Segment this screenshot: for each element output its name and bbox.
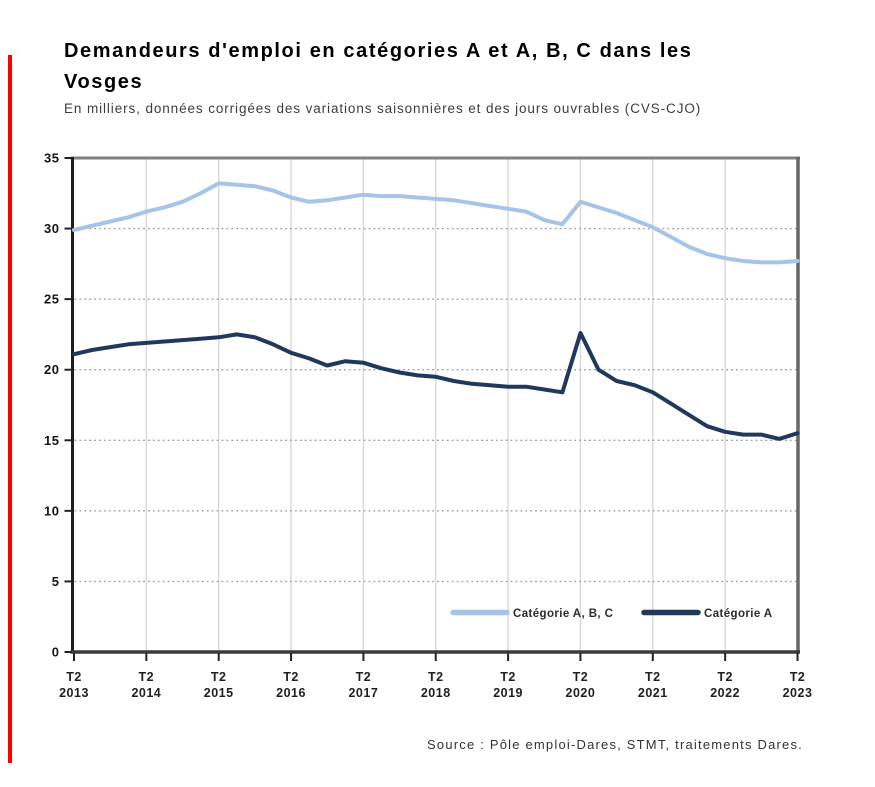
y-axis-label-35: 35 [44, 151, 59, 166]
x-axis-label-period-2020: T2 [573, 670, 589, 684]
x-axis-label-year-2017: 2017 [348, 686, 378, 700]
legend-label-categorie-abc: Catégorie A, B, C [513, 608, 613, 620]
x-axis-label-period-2015: T2 [211, 670, 227, 684]
chart-subtitle: En milliers, données corrigées des varia… [64, 101, 702, 116]
y-axis-label-30: 30 [44, 221, 59, 236]
x-axis-label-period-2013: T2 [66, 670, 82, 684]
x-axis-label-period-2023: T2 [790, 670, 806, 684]
chart-title: Demandeurs d'emploi en catégories A et A… [64, 36, 824, 98]
x-axis-label-year-2023: 2023 [783, 686, 813, 700]
x-axis-label-period-2016: T2 [283, 670, 299, 684]
x-axis-label-period-2014: T2 [139, 670, 155, 684]
series-line-categorie-a [72, 331, 800, 441]
legend-label-categorie-a: Catégorie A [704, 608, 773, 620]
x-axis-label-year-2015: 2015 [204, 686, 234, 700]
source-caption: Source : Pôle emploi-Dares, STMT, traite… [427, 737, 803, 752]
x-axis-label-period-2017: T2 [356, 670, 372, 684]
x-axis-label-year-2016: 2016 [276, 686, 306, 700]
chart-title-line-1: Demandeurs d'emploi en catégories A et A… [64, 40, 693, 62]
y-axis-label-5: 5 [52, 574, 60, 589]
x-axis-label-year-2019: 2019 [493, 686, 523, 700]
y-axis-label-25: 25 [44, 292, 59, 307]
y-axis-label-10: 10 [44, 503, 59, 518]
x-axis-label-year-2022: 2022 [710, 686, 740, 700]
x-axis-label-year-2018: 2018 [421, 686, 451, 700]
x-axis-label-year-2020: 2020 [566, 686, 596, 700]
x-axis-label-year-2014: 2014 [131, 686, 161, 700]
chart-title-line-2: Vosges [64, 71, 144, 93]
red-accent-bar [8, 55, 12, 763]
y-axis-label-15: 15 [44, 433, 59, 448]
y-axis-label-0: 0 [52, 645, 60, 660]
x-axis-label-year-2013: 2013 [59, 686, 89, 700]
x-axis-label-period-2022: T2 [717, 670, 733, 684]
y-axis-label-20: 20 [44, 362, 59, 377]
x-axis-label-year-2021: 2021 [638, 686, 668, 700]
x-axis-label-period-2021: T2 [645, 670, 661, 684]
x-axis-label-period-2019: T2 [500, 670, 516, 684]
series-line-categorie-abc [72, 181, 800, 265]
x-axis-label-period-2018: T2 [428, 670, 444, 684]
